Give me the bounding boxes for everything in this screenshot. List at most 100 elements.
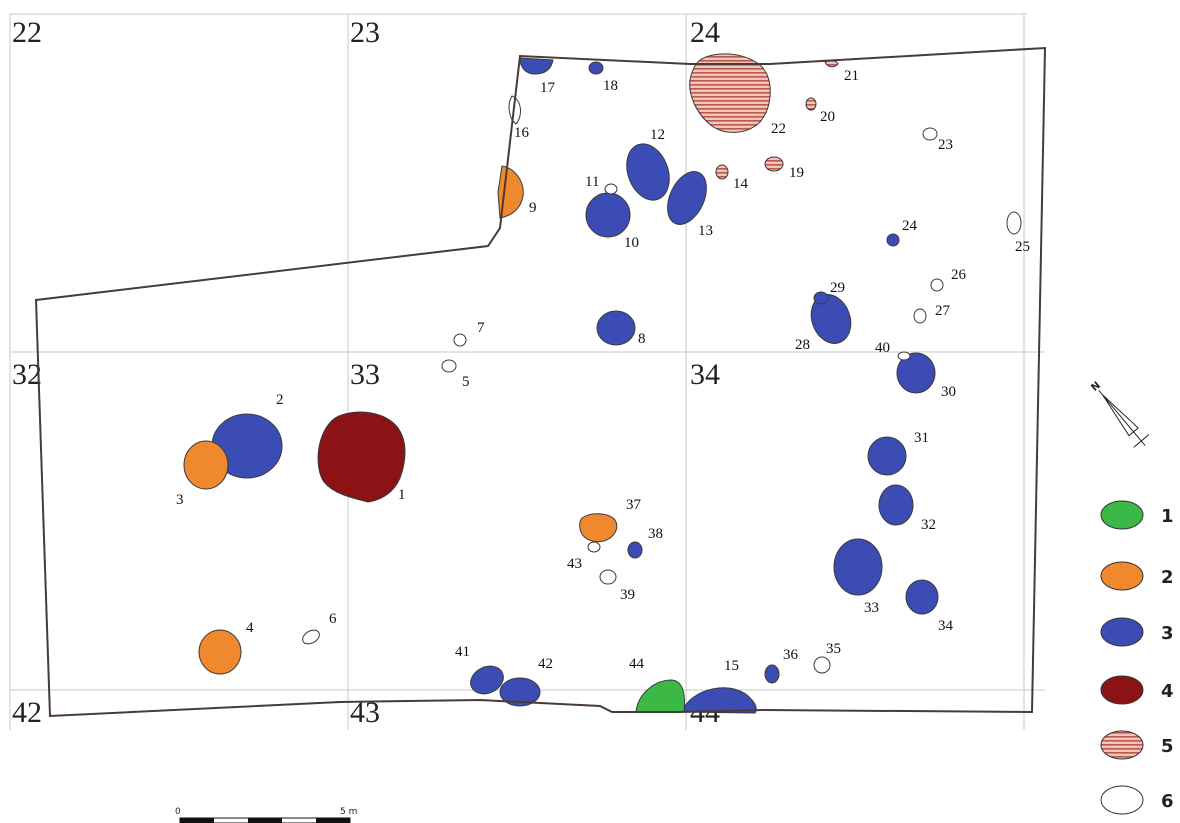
feature-label-40: 40 [875,340,890,356]
feature-label-1: 1 [398,487,406,503]
feature-label-34: 34 [938,618,954,634]
legend-swatch-5 [1100,730,1144,760]
north-arrow: N [1089,380,1150,448]
feature-label-17: 17 [540,80,556,96]
feature-33 [833,538,883,596]
feature-label-37: 37 [626,497,642,513]
feature-label-35: 35 [826,641,841,657]
feature-label-7: 7 [477,320,485,336]
legend-label-2: 2 [1161,567,1174,588]
feature-44 [635,679,685,713]
grid [9,13,1045,730]
square-label-23: 23 [350,16,380,49]
feature-label-9: 9 [529,200,537,216]
feature-29 [813,291,829,305]
scale-end-label: 5 m [340,807,357,817]
scale-seg-3 [248,818,282,823]
feature-label-29: 29 [830,280,845,296]
square-label-32: 32 [12,358,42,391]
feature-label-20: 20 [820,109,835,125]
feature-42 [499,677,541,707]
feature-7 [453,333,467,347]
square-label-22: 22 [12,16,42,49]
feature-label-44: 44 [629,656,645,672]
feature-label-23: 23 [938,137,953,153]
feature-31 [867,436,907,476]
feature-label-41: 41 [455,644,470,660]
legend-swatch-4 [1100,675,1144,705]
legend-label-4: 4 [1161,681,1174,702]
feature-43 [587,541,601,553]
feature-39 [599,569,617,585]
feature-label-30: 30 [941,384,956,400]
feature-36 [764,664,780,684]
feature-label-15: 15 [724,658,739,674]
square-label-34: 34 [690,358,720,391]
feature-label-8: 8 [638,331,646,347]
feature-label-3: 3 [176,492,184,508]
feature-28 [810,294,852,344]
features [183,53,1022,714]
feature-10 [585,192,631,238]
scale-bar: 0 5 m [175,807,357,823]
feature-label-31: 31 [914,430,929,446]
feature-label-26: 26 [951,267,967,283]
feature-34 [905,579,939,615]
feature-label-25: 25 [1015,239,1030,255]
feature-19 [764,156,784,172]
scale-seg-1 [180,818,214,823]
feature-label-14: 14 [733,176,749,192]
feature-11 [604,183,618,195]
feature-37 [579,513,618,543]
feature-38 [627,541,643,559]
feature-8 [596,310,636,346]
feature-label-32: 32 [921,517,936,533]
legend-swatch-3 [1100,617,1144,647]
square-label-24: 24 [690,16,720,49]
feature-label-16: 16 [514,125,530,141]
feature-1 [317,411,406,503]
feature-20 [805,97,817,111]
feature-label-33: 33 [864,600,879,616]
feature-27 [913,308,927,324]
feature-labels: 1 2 3 4 5 6 7 8 9 10 11 12 13 14 15 16 1… [176,68,1030,674]
feature-label-13: 13 [698,223,713,239]
feature-label-39: 39 [620,587,635,603]
feature-label-12: 12 [650,127,665,143]
feature-41 [470,665,504,695]
feature-label-4: 4 [246,620,254,636]
feature-label-27: 27 [935,303,951,319]
feature-label-18: 18 [603,78,618,94]
feature-22 [689,53,771,133]
feature-26 [930,278,944,292]
feature-4 [198,629,242,675]
feature-label-19: 19 [789,165,804,181]
feature-label-10: 10 [624,235,639,251]
excavation-outline [34,46,1047,718]
legend-label-5: 5 [1161,736,1174,757]
feature-30 [896,352,936,394]
square-labels: 22 23 24 32 33 34 42 43 44 [12,16,720,729]
north-label: N [1089,380,1102,394]
feature-14 [715,164,729,180]
north-arrow-base [1133,434,1150,448]
legend-swatch-2 [1100,561,1144,591]
feature-15 [681,687,757,714]
feature-label-28: 28 [795,337,810,353]
legend-swatch-1 [1100,500,1144,530]
feature-label-11: 11 [585,174,599,190]
feature-12 [626,143,670,201]
feature-13 [667,171,707,225]
feature-9 [497,165,524,219]
feature-label-42: 42 [538,656,553,672]
feature-32 [878,484,914,526]
feature-25 [1006,211,1022,235]
scale-start-label: 0 [175,807,181,817]
feature-label-38: 38 [648,526,663,542]
feature-label-36: 36 [783,647,799,663]
square-label-33: 33 [350,358,380,391]
feature-18 [588,61,604,75]
feature-23 [922,127,938,141]
feature-6 [302,629,320,645]
feature-3 [183,440,229,490]
